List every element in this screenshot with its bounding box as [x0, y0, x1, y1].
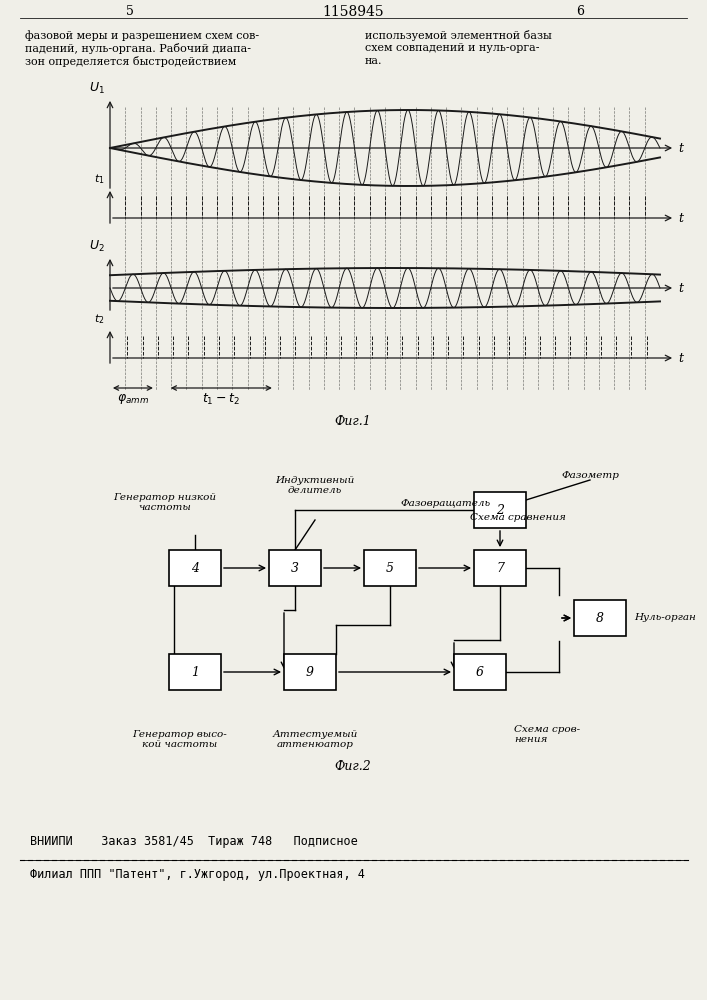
Text: 1158945: 1158945 [322, 5, 384, 19]
Bar [574, 600, 626, 636]
Bar [364, 550, 416, 586]
Text: Филиал ППП "Патент", г.Ужгород, ул.Проектная, 4: Филиал ППП "Патент", г.Ужгород, ул.Проек… [30, 868, 365, 881]
Text: 2: 2 [496, 504, 504, 516]
Text: 6: 6 [476, 666, 484, 678]
Text: падений, нуль-органа. Рабочий диапа-: падений, нуль-органа. Рабочий диапа- [25, 43, 251, 54]
Bar [169, 654, 221, 690]
Text: $t_2$: $t_2$ [95, 312, 105, 326]
Text: 9: 9 [306, 666, 314, 678]
Text: на.: на. [365, 56, 382, 66]
Text: 1: 1 [191, 666, 199, 678]
Text: Аттестуемый
аттенюатор: Аттестуемый аттенюатор [272, 730, 358, 749]
Bar [454, 654, 506, 690]
Text: ВНИИПИ    Заказ 3581/45  Тираж 748   Подписное: ВНИИПИ Заказ 3581/45 Тираж 748 Подписное [30, 835, 358, 848]
Text: Генератор высо-
кой частоты: Генератор высо- кой частоты [133, 730, 228, 749]
Text: Фазометр: Фазометр [561, 471, 619, 480]
Text: Схема сров-
нения: Схема сров- нения [514, 725, 580, 744]
Text: Схема сравнения: Схема сравнения [470, 513, 566, 522]
Bar [284, 654, 336, 690]
Text: 5: 5 [126, 5, 134, 18]
Bar [169, 550, 221, 586]
Text: Генератор низкой
частоты: Генератор низкой частоты [114, 493, 216, 512]
Text: 8: 8 [596, 611, 604, 624]
Text: 7: 7 [496, 562, 504, 574]
Text: $t_1-t_2$: $t_1-t_2$ [202, 392, 240, 407]
Text: Индуктивный
делитель: Индуктивный делитель [275, 476, 355, 495]
Text: 3: 3 [291, 562, 299, 574]
Text: фазовой меры и разрешением схем сов-: фазовой меры и разрешением схем сов- [25, 30, 259, 41]
Text: 4: 4 [191, 562, 199, 574]
Text: t: t [678, 352, 683, 364]
Text: Фазовращатель: Фазовращатель [400, 499, 490, 508]
Bar [474, 492, 526, 528]
Text: t: t [678, 282, 683, 294]
Text: Фиг.2: Фиг.2 [334, 760, 371, 773]
Text: схем совпадений и нуль-орга-: схем совпадений и нуль-орга- [365, 43, 539, 53]
Bar [269, 550, 321, 586]
Text: 6: 6 [576, 5, 584, 18]
Text: Фиг.1: Фиг.1 [334, 415, 371, 428]
Text: $U_2$: $U_2$ [89, 239, 105, 254]
Text: t: t [678, 212, 683, 225]
Text: 5: 5 [386, 562, 394, 574]
Text: $t_1$: $t_1$ [95, 172, 105, 186]
Bar [474, 550, 526, 586]
Text: $\varphi_{\it{amm}}$: $\varphi_{\it{amm}}$ [117, 392, 149, 406]
Text: используемой элементной базы: используемой элементной базы [365, 30, 551, 41]
Text: t: t [678, 141, 683, 154]
Text: зон определяется быстродействием: зон определяется быстродействием [25, 56, 236, 67]
Text: Нуль-орган: Нуль-орган [634, 613, 696, 622]
Text: $U_1$: $U_1$ [89, 81, 105, 96]
